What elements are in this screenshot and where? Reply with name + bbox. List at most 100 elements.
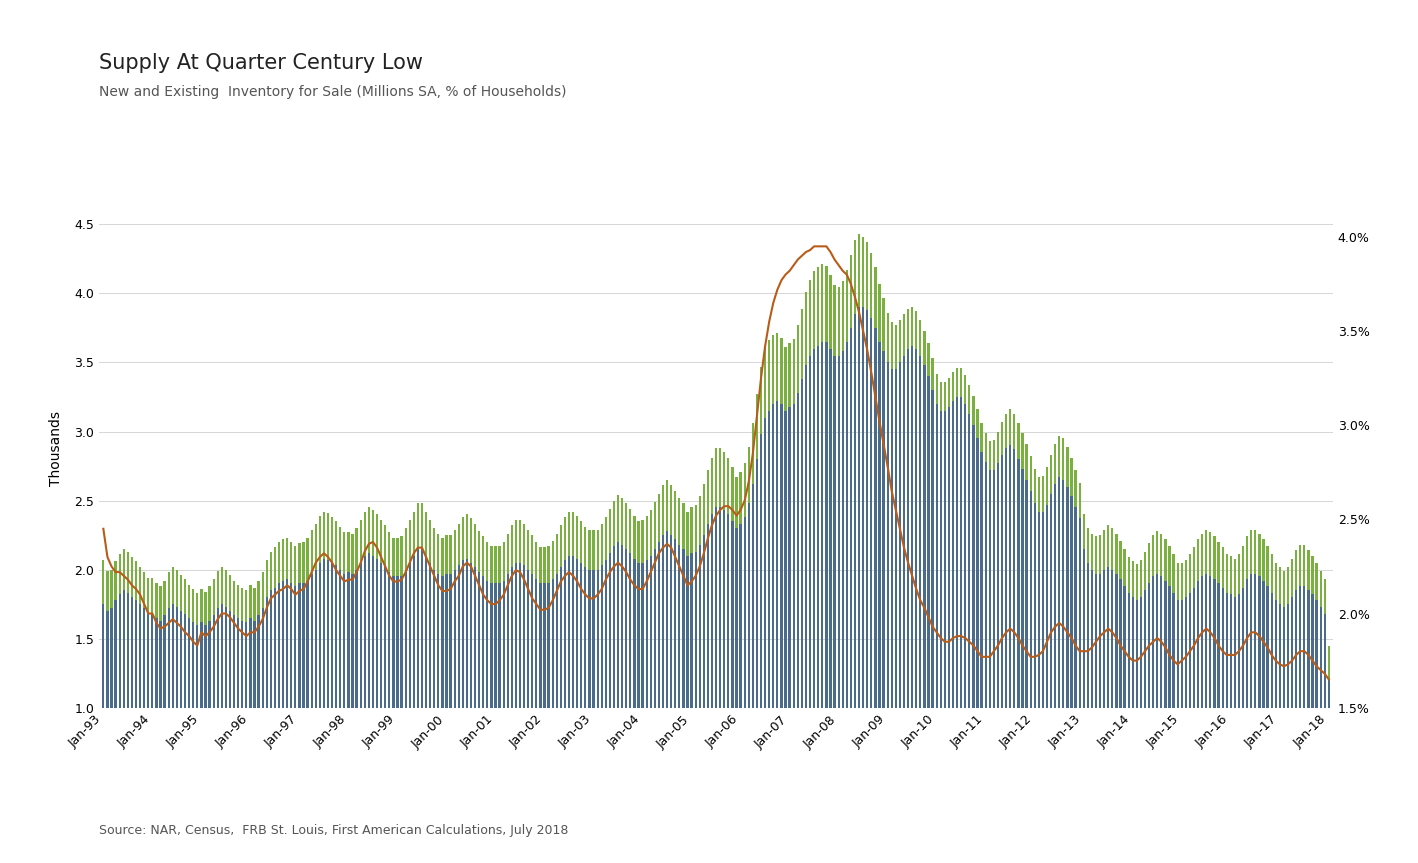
Bar: [1238, 554, 1241, 595]
Bar: [204, 625, 207, 846]
Bar: [1062, 480, 1065, 846]
Bar: [462, 517, 464, 560]
Bar: [311, 530, 313, 574]
Bar: [944, 381, 946, 411]
Bar: [1140, 560, 1141, 597]
Bar: [339, 570, 342, 846]
Bar: [1025, 444, 1028, 480]
Bar: [564, 517, 566, 560]
Bar: [1184, 560, 1187, 597]
Bar: [469, 519, 472, 563]
Bar: [830, 349, 831, 846]
Bar: [217, 608, 218, 846]
Bar: [1132, 597, 1134, 846]
Bar: [315, 570, 316, 846]
Bar: [1312, 595, 1313, 846]
Bar: [686, 512, 689, 556]
Bar: [927, 376, 930, 846]
Bar: [1136, 564, 1139, 600]
Bar: [454, 570, 455, 846]
Bar: [535, 579, 537, 846]
Bar: [506, 574, 509, 846]
Bar: [1095, 574, 1098, 846]
Bar: [1005, 413, 1007, 448]
Bar: [1251, 530, 1252, 574]
Bar: [1295, 590, 1297, 846]
Bar: [1086, 528, 1089, 563]
Bar: [1136, 600, 1139, 846]
Bar: [250, 618, 251, 846]
Bar: [172, 604, 174, 846]
Bar: [258, 615, 259, 846]
Bar: [743, 517, 746, 846]
Bar: [723, 452, 726, 510]
Bar: [769, 411, 770, 846]
Bar: [213, 615, 214, 846]
Bar: [691, 553, 693, 846]
Bar: [335, 521, 337, 565]
Bar: [1242, 546, 1244, 588]
Bar: [842, 281, 844, 351]
Bar: [1014, 450, 1015, 846]
Bar: [159, 620, 162, 846]
Bar: [515, 520, 518, 563]
Bar: [413, 556, 415, 846]
Bar: [474, 524, 476, 567]
Bar: [1290, 558, 1293, 597]
Bar: [1099, 535, 1102, 574]
Bar: [400, 537, 403, 576]
Text: Supply At Quarter Century Low: Supply At Quarter Century Low: [99, 54, 423, 73]
Bar: [265, 597, 268, 846]
Bar: [773, 404, 774, 846]
Bar: [486, 542, 488, 581]
Bar: [352, 533, 353, 574]
Bar: [593, 570, 594, 846]
Bar: [973, 395, 974, 425]
Bar: [1042, 476, 1044, 512]
Bar: [915, 349, 917, 846]
Bar: [254, 620, 255, 846]
Bar: [363, 556, 366, 846]
Bar: [306, 581, 309, 846]
Bar: [752, 484, 754, 846]
Bar: [180, 611, 182, 846]
Bar: [156, 618, 157, 846]
Bar: [788, 406, 791, 846]
Bar: [393, 576, 394, 846]
Bar: [842, 351, 844, 846]
Bar: [241, 588, 244, 620]
Bar: [176, 607, 179, 846]
Bar: [932, 390, 933, 846]
Bar: [1025, 480, 1028, 846]
Bar: [637, 563, 640, 846]
Bar: [1049, 494, 1052, 846]
Bar: [106, 611, 109, 846]
Bar: [658, 494, 659, 542]
Bar: [784, 347, 787, 411]
Text: Source: NAR, Census,  FRB St. Louis, First American Calculations, July 2018: Source: NAR, Census, FRB St. Louis, Firs…: [99, 824, 569, 837]
Bar: [686, 556, 689, 846]
Bar: [502, 542, 505, 581]
Bar: [1042, 512, 1044, 846]
Bar: [119, 554, 121, 595]
Bar: [286, 538, 288, 579]
Bar: [432, 570, 435, 846]
Bar: [845, 342, 848, 846]
Bar: [862, 236, 865, 307]
Bar: [1107, 567, 1109, 846]
Bar: [1017, 459, 1020, 846]
Bar: [156, 583, 157, 618]
Bar: [1112, 528, 1113, 570]
Bar: [951, 372, 954, 401]
Bar: [703, 484, 705, 535]
Bar: [478, 531, 481, 572]
Bar: [1242, 588, 1244, 846]
Bar: [1246, 579, 1248, 846]
Bar: [191, 622, 194, 846]
Bar: [539, 547, 542, 583]
Bar: [1049, 455, 1052, 494]
Bar: [845, 270, 848, 342]
Bar: [462, 560, 464, 846]
Bar: [1066, 447, 1069, 487]
Bar: [813, 349, 815, 846]
